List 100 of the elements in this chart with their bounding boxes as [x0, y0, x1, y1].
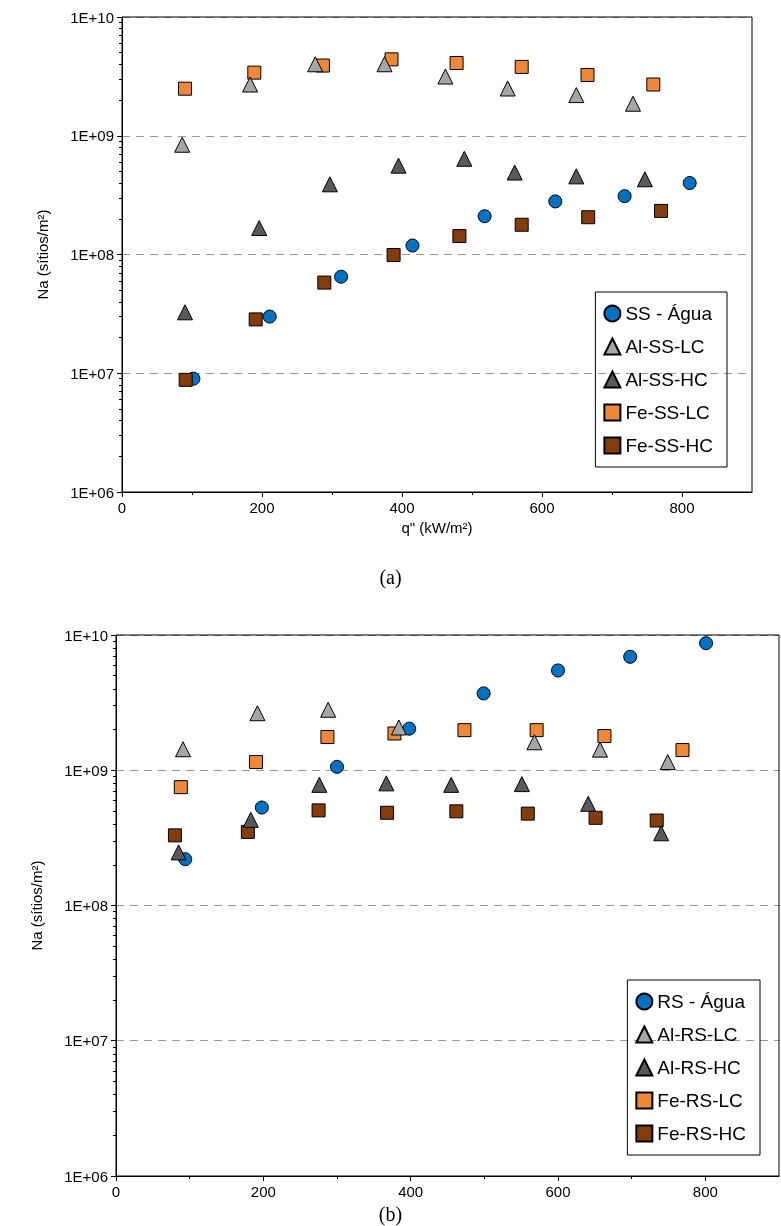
- y-tick-label: 1E+10: [70, 8, 114, 26]
- legend-label: Fe-RS-HC: [657, 1123, 747, 1144]
- point: [262, 309, 277, 324]
- point: [456, 150, 473, 167]
- point: [506, 164, 523, 181]
- point: [378, 775, 395, 792]
- y-tick-label: 1E+06: [64, 1167, 108, 1185]
- point: [646, 77, 661, 92]
- point: [437, 68, 454, 85]
- x-tick-label: 200: [249, 499, 275, 516]
- point: [380, 805, 395, 820]
- y-tick-label: 1E+08: [64, 897, 108, 914]
- y-tick-label: 1E+10: [64, 626, 108, 644]
- point: [242, 811, 259, 828]
- legend-label: Fe-SS-LC: [625, 402, 710, 423]
- point: [568, 87, 585, 104]
- point: [405, 238, 420, 253]
- point: [443, 776, 460, 793]
- point: [320, 730, 335, 745]
- point: [649, 813, 664, 828]
- point: [548, 194, 563, 209]
- point: [597, 729, 612, 744]
- legend-label: RS - Água: [657, 991, 746, 1012]
- point: [386, 248, 401, 263]
- point: [167, 828, 182, 843]
- x-axis-title: q" (kW/m²): [401, 519, 473, 536]
- point: [659, 754, 676, 771]
- x-tick-label: 600: [545, 1183, 571, 1200]
- point: [170, 844, 187, 861]
- point: [636, 171, 653, 188]
- legend-label: SS - Água: [625, 303, 713, 324]
- point: [174, 136, 191, 153]
- point: [452, 229, 467, 244]
- point: [581, 210, 596, 225]
- point: [449, 804, 464, 819]
- y-axis-title: Na (sítios/m²): [34, 209, 51, 300]
- point: [390, 719, 407, 736]
- y-tick-label: 1E+09: [70, 127, 114, 145]
- point: [249, 705, 266, 722]
- x-tick-label: 800: [669, 499, 695, 516]
- point: [568, 168, 585, 185]
- point: [513, 776, 530, 793]
- legend-label: Al-SS-LC: [625, 336, 705, 357]
- x-tick-label: 400: [389, 499, 415, 516]
- point: [580, 795, 597, 812]
- point: [376, 56, 393, 73]
- y-tick-label: 1E+08: [70, 246, 114, 263]
- point: [675, 743, 690, 758]
- point: [247, 65, 262, 80]
- point: [699, 636, 714, 651]
- point: [526, 734, 543, 751]
- point: [307, 56, 324, 73]
- point: [653, 825, 670, 842]
- point: [320, 701, 337, 718]
- point: [476, 686, 491, 701]
- x-tick-label: 0: [117, 499, 127, 516]
- point: [242, 76, 259, 93]
- point: [477, 209, 492, 224]
- point: [334, 269, 349, 284]
- x-tick-label: 600: [529, 499, 555, 516]
- point: [588, 810, 603, 825]
- text: (b): [378, 1203, 403, 1226]
- x-tick-label: 800: [692, 1183, 718, 1200]
- point: [177, 304, 193, 321]
- point: [623, 649, 638, 664]
- point: [682, 176, 697, 190]
- y-tick-label: 1E+07: [64, 1032, 108, 1050]
- point: [254, 800, 269, 815]
- point: [330, 759, 344, 774]
- point: [311, 776, 328, 793]
- legend-label: Fe-RS-LC: [657, 1090, 743, 1111]
- point: [617, 189, 632, 204]
- point: [390, 157, 407, 174]
- legend-label: Al-RS-HC: [657, 1057, 741, 1078]
- point: [178, 372, 193, 387]
- point: [580, 67, 595, 82]
- point: [514, 217, 529, 232]
- x-tick-label: 0: [111, 1183, 121, 1200]
- point: [251, 220, 268, 237]
- y-tick-label: 1E+09: [64, 761, 108, 779]
- point: [248, 755, 263, 770]
- x-tick-label: 400: [398, 1183, 424, 1200]
- point: [178, 81, 192, 96]
- x-tick-label: 200: [250, 1183, 276, 1200]
- point: [591, 741, 608, 758]
- y-tick-label: 1E+07: [70, 364, 114, 382]
- point: [311, 803, 326, 818]
- point: [529, 723, 544, 738]
- point: [457, 723, 472, 738]
- point: [625, 95, 641, 112]
- y-axis-title: Na (sítios/m²): [28, 860, 45, 951]
- point: [499, 80, 516, 97]
- point: [551, 663, 565, 678]
- point: [514, 59, 529, 74]
- point: [248, 312, 263, 327]
- legend-label: Al-SS-HC: [625, 369, 708, 390]
- point: [173, 780, 188, 795]
- point: [402, 721, 417, 736]
- point: [175, 741, 192, 758]
- text: (a): [379, 566, 402, 589]
